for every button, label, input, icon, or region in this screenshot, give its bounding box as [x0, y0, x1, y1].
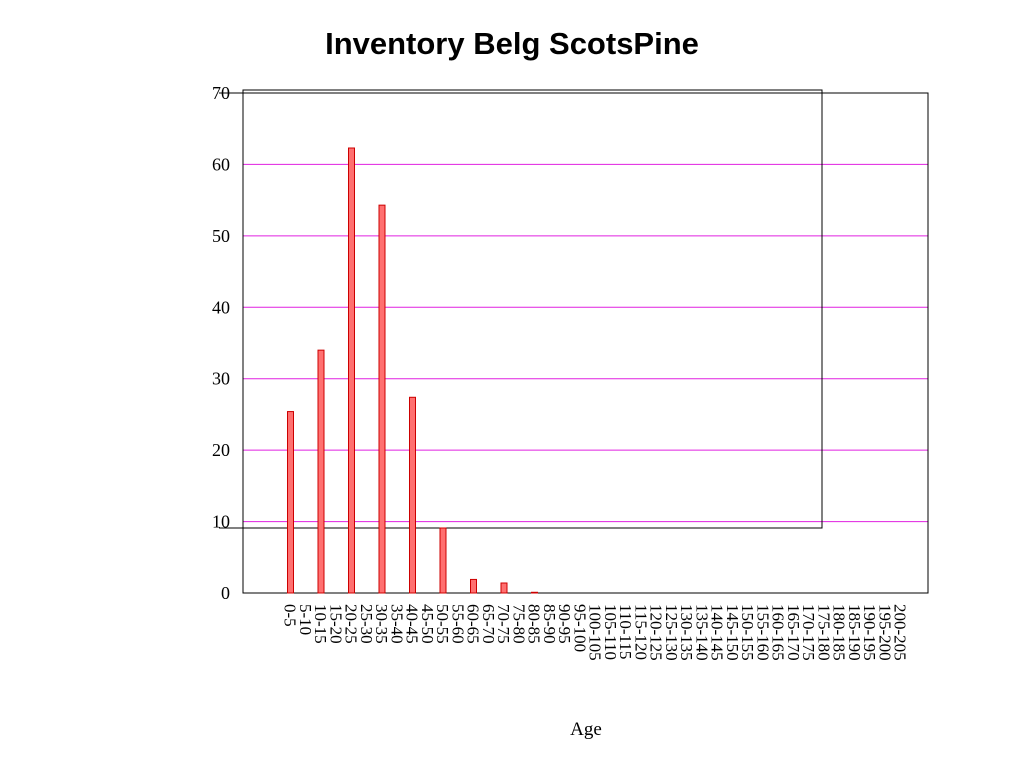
y-tick-label: 50 [212, 226, 230, 246]
x-tick-label: 35-40 [387, 604, 406, 644]
x-tick-label: 175-180 [814, 604, 833, 661]
x-tick-label: 115-120 [631, 604, 650, 660]
x-tick-label: 180-185 [830, 604, 849, 661]
x-tick-label: 105-110 [601, 604, 620, 660]
x-tick-label: 40-45 [403, 604, 422, 644]
x-tick-label: 60-65 [464, 604, 483, 644]
x-tick-label: 25-30 [357, 604, 376, 644]
bar [531, 591, 538, 594]
inset-frame [242, 89, 823, 529]
x-tick-label: 160-165 [769, 604, 788, 661]
y-tick-label: 60 [212, 154, 230, 174]
x-tick-label: 55-60 [448, 604, 467, 644]
x-axis-label: Age [570, 719, 602, 740]
y-tick-label: 70 [212, 83, 230, 103]
x-tick-label: 165-170 [784, 604, 803, 661]
x-tick-label: 145-150 [723, 604, 742, 661]
x-tick-label: 135-140 [692, 604, 711, 661]
x-tick-label: 5-10 [296, 604, 315, 635]
x-tick-label: 80-85 [525, 604, 544, 644]
grid-lines [243, 163, 928, 594]
x-tick-label: 125-130 [662, 604, 681, 661]
x-tick-label: 30-35 [372, 604, 391, 644]
x-tick-label: 120-125 [647, 604, 666, 661]
x-tick-label: 45-50 [418, 604, 437, 644]
bar [378, 204, 386, 594]
x-tick-label: 90-95 [555, 604, 574, 644]
x-tick-label: 150-155 [738, 604, 757, 661]
x-tick-label: 95-100 [570, 604, 589, 652]
y-tick-label: 30 [212, 369, 230, 389]
x-tick-label: 140-145 [708, 604, 727, 661]
x-tick-label: 130-135 [677, 604, 696, 661]
bar [348, 147, 355, 594]
x-tick-label: 200-205 [891, 604, 910, 661]
plot-frame [242, 92, 929, 594]
x-tick-label: 85-90 [540, 604, 559, 644]
y-tick-label: 10 [212, 512, 230, 532]
x-tick-labels: 0-55-1010-1515-2020-2525-3030-3535-4040-… [281, 604, 910, 661]
x-tick-label: 110-115 [616, 604, 635, 659]
bar [287, 411, 294, 594]
y-tick-label: 20 [212, 440, 230, 460]
x-tick-label: 185-190 [845, 604, 864, 661]
chart-title: Inventory Belg ScotsPine [325, 26, 699, 61]
y-tick-labels: 0 10 20 30 40 50 60 70 [212, 83, 230, 603]
x-tick-label: 65-70 [479, 604, 498, 644]
x-tick-label: 155-160 [753, 604, 772, 661]
bar [439, 527, 447, 594]
x-tick-label: 70-75 [494, 604, 513, 644]
x-tick-label: 0-5 [281, 604, 300, 627]
bars [287, 147, 538, 594]
bar [500, 582, 508, 594]
bar [409, 396, 416, 594]
x-tick-label: 50-55 [433, 604, 452, 644]
x-tick-label: 10-15 [311, 604, 330, 644]
bar [317, 349, 325, 594]
x-tick-label: 195-200 [875, 604, 894, 661]
x-tick-label: 100-105 [586, 604, 605, 661]
y-tick-label: 0 [221, 583, 230, 603]
x-tick-label: 75-80 [509, 604, 528, 644]
x-tick-label: 15-20 [326, 604, 345, 644]
y-tick-label: 40 [212, 297, 230, 317]
x-tick-label: 190-195 [860, 604, 879, 661]
bar [470, 578, 477, 594]
x-tick-label: 170-175 [799, 604, 818, 661]
x-tick-label: 20-25 [342, 604, 361, 644]
